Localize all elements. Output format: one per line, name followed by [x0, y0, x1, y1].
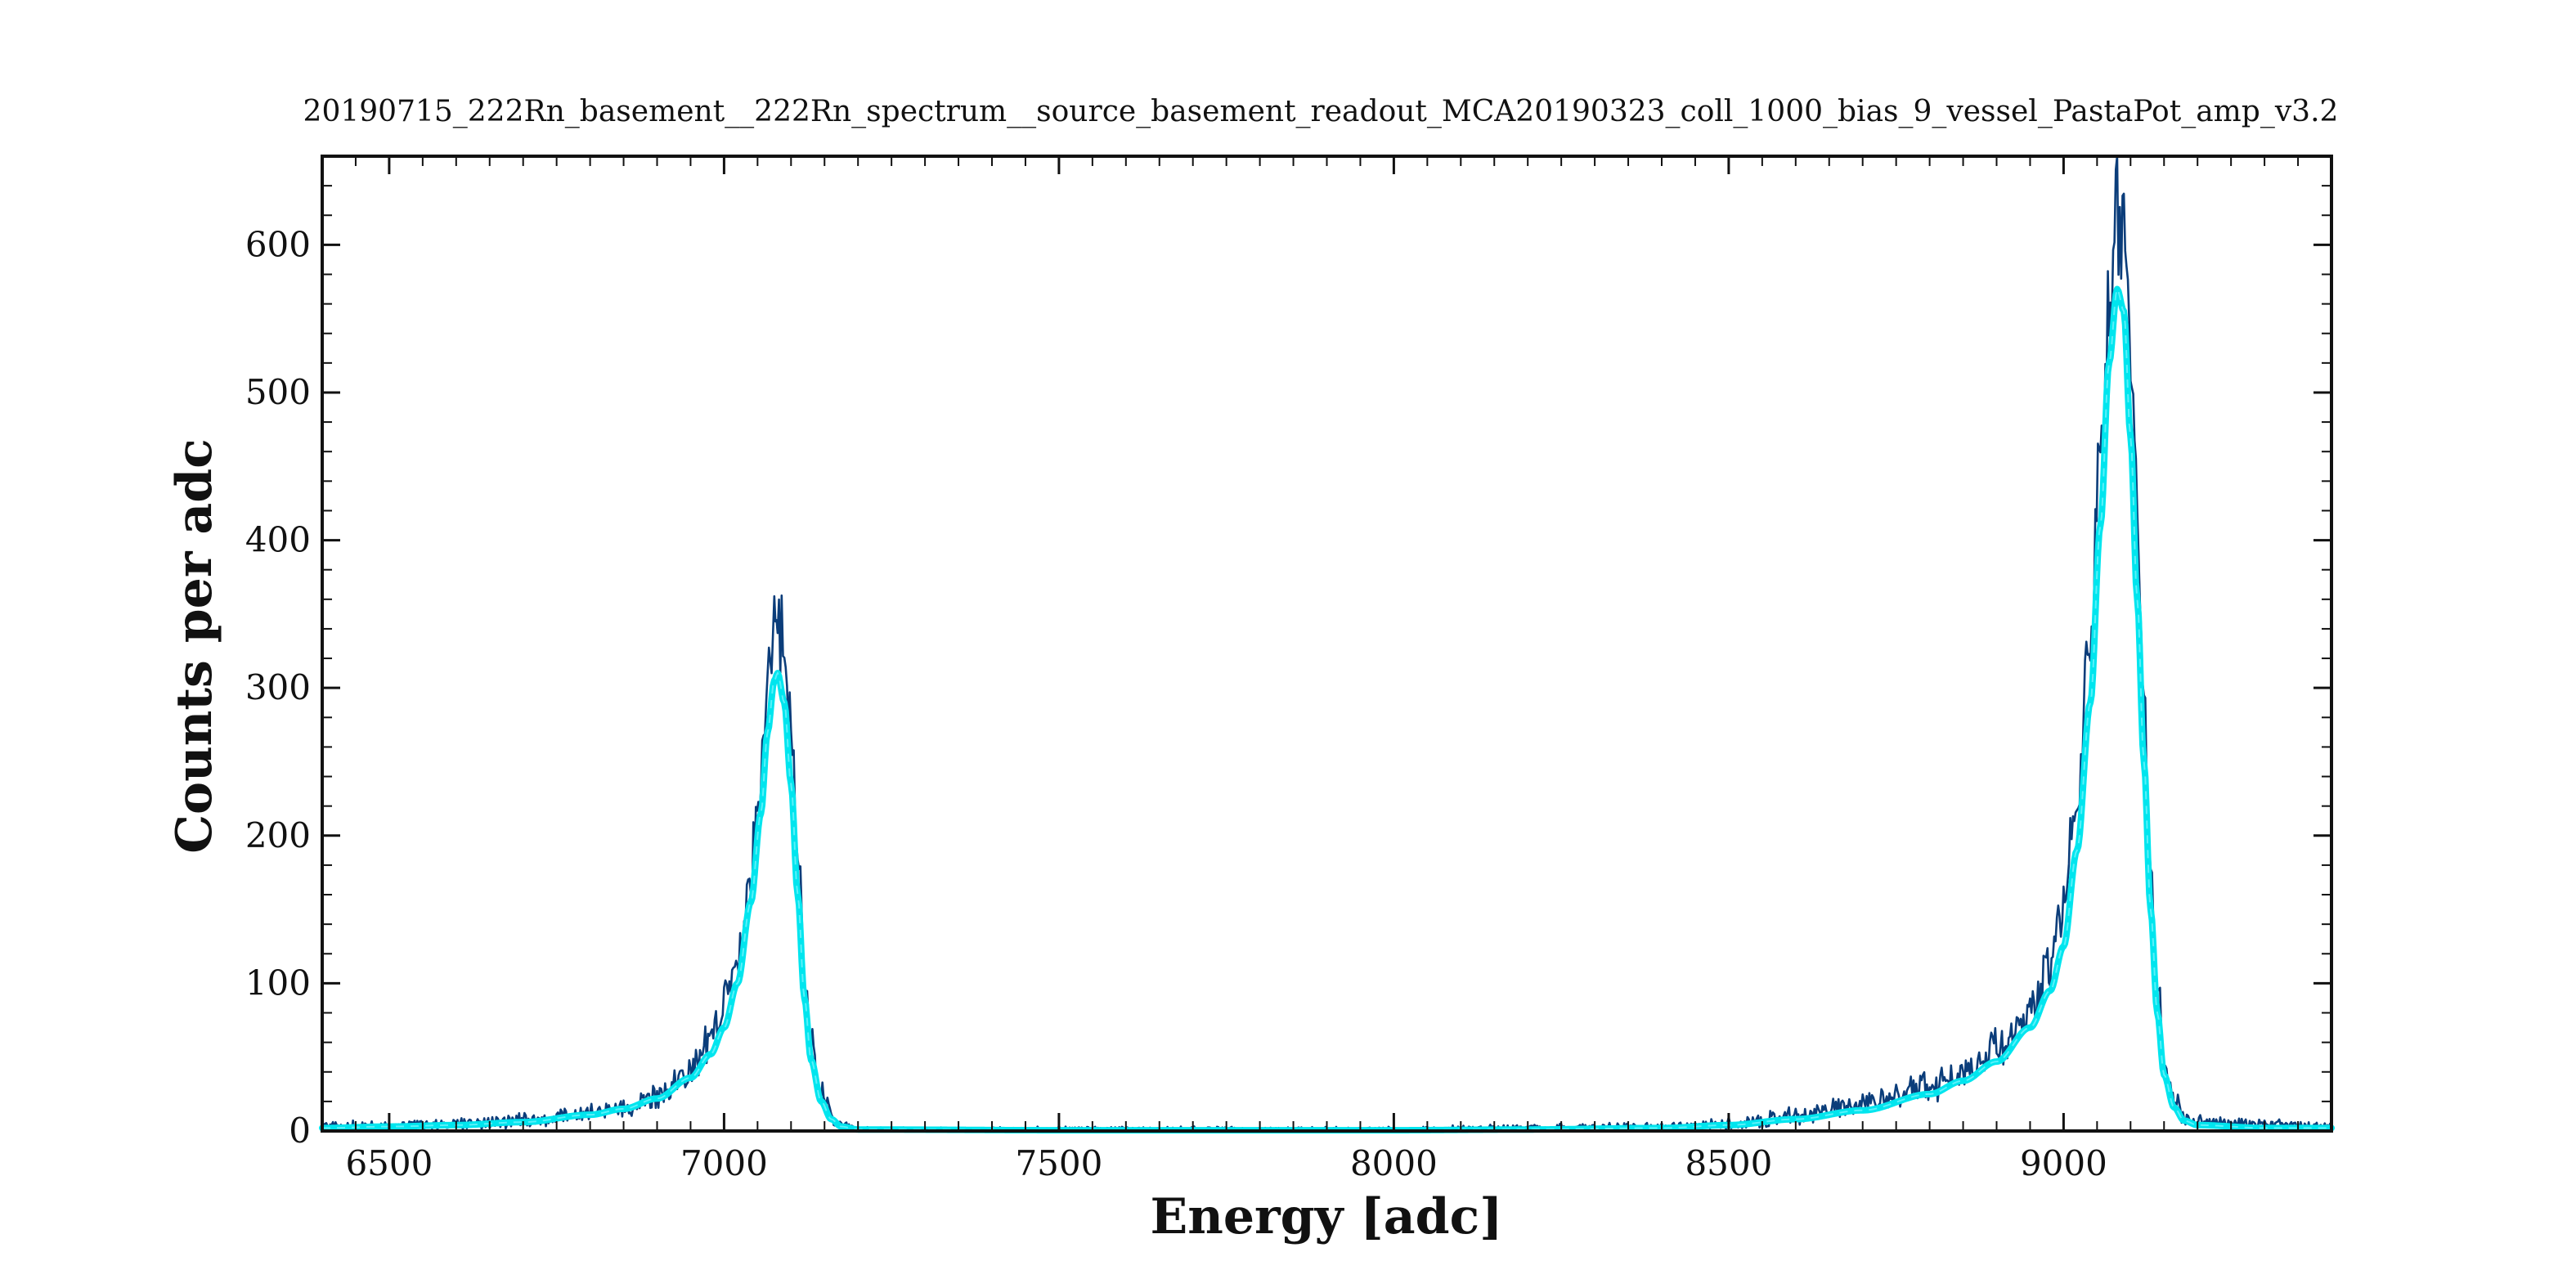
y-axis-label: Counts per adc — [166, 438, 223, 853]
y-tick-label-4: 400 — [245, 520, 311, 560]
y-tick-label-6: 600 — [245, 224, 311, 264]
y-tick-label-2: 200 — [245, 815, 311, 855]
y-tick-label-0: 0 — [289, 1111, 311, 1151]
x-tick-labels: 6500 7000 7500 8000 8500 9000 — [345, 1143, 2107, 1183]
x-tick-label-1: 7000 — [680, 1143, 768, 1183]
x-tick-label-3: 8000 — [1350, 1143, 1438, 1183]
x-axis-label: Energy [adc] — [1151, 1188, 1503, 1245]
plot-area — [319, 155, 2335, 1134]
x-tick-label-5: 9000 — [2020, 1143, 2107, 1183]
x-tick-label-4: 8500 — [1685, 1143, 1772, 1183]
plot-frame — [321, 155, 2333, 1133]
x-tick-label-0: 6500 — [345, 1143, 433, 1183]
y-tick-labels: 0 100 200 300 400 500 600 — [245, 224, 311, 1151]
y-tick-label-5: 500 — [245, 372, 311, 412]
y-tick-label-3: 300 — [245, 667, 311, 707]
chart-title: 20190715_222Rn_basement__222Rn_spectrum_… — [303, 95, 2339, 128]
x-tick-label-2: 7500 — [1015, 1143, 1102, 1183]
y-tick-label-1: 100 — [245, 963, 311, 1003]
